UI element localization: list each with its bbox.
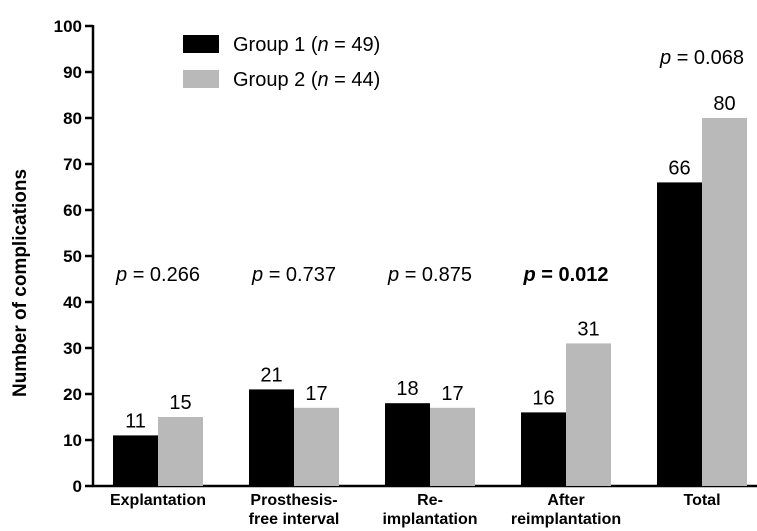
legend-swatch <box>183 35 219 53</box>
legend-label: Group 1 (n = 49) <box>233 34 380 56</box>
y-tick-label: 30 <box>63 339 82 358</box>
data-label: 21 <box>260 364 282 386</box>
bar-1-1 <box>113 435 158 486</box>
category-label: After reimplantation <box>511 492 621 528</box>
bar-2-1 <box>158 417 203 486</box>
p-value-label: p = 0.266 <box>115 264 200 286</box>
data-labels: 11 15 21 17 18 17 16 31 66 80 <box>125 93 736 432</box>
data-label: 18 <box>396 378 418 400</box>
y-tick-label: 70 <box>63 155 82 174</box>
bar-1-3 <box>385 403 430 486</box>
p-value-label: p = 0.012 <box>522 264 608 286</box>
data-label: 11 <box>125 410 146 432</box>
bar-2-2 <box>294 407 339 486</box>
data-label: 17 <box>441 383 463 405</box>
y-tick-label: 80 <box>63 109 82 128</box>
y-tick-label: 40 <box>63 293 82 312</box>
data-label: 31 <box>577 318 599 340</box>
bar-2-3 <box>430 407 475 486</box>
y-tick-label: 50 <box>63 247 82 266</box>
y-tick-label: 0 <box>73 477 82 496</box>
p-value-label: p = 0.875 <box>387 264 472 286</box>
legend-label: Group 2 (n = 44) <box>233 69 380 91</box>
y-tick-label: 20 <box>63 385 82 404</box>
y-tick-label: 90 <box>63 63 82 82</box>
p-value-label: p = 0.737 <box>251 264 336 286</box>
p-value-annotations: p = 0.266 p = 0.737 p = 0.875 p = 0.012 p = … <box>115 47 744 286</box>
data-label: 15 <box>169 392 191 414</box>
data-label: 66 <box>668 157 690 179</box>
legend: Group 1 (n = 49) Group 2 (n = 44) <box>183 34 380 91</box>
x-axis-categories: Explantation Prosthesis-free interval Re-i… <box>110 492 721 528</box>
data-label: 16 <box>532 387 554 409</box>
category-label: Prosthesis-free interval <box>249 492 340 528</box>
bar-1-4 <box>521 412 566 486</box>
category-label: Re-implantation <box>382 492 477 528</box>
bar-1-5 <box>657 182 702 486</box>
bar-1-2 <box>249 389 294 486</box>
legend-swatch <box>183 70 219 88</box>
y-axis-label: Number of complications <box>10 169 31 397</box>
bar-2-5 <box>702 118 747 486</box>
y-tick-label: 100 <box>54 17 82 36</box>
y-tick-label: 10 <box>63 431 82 450</box>
y-tick-label: 60 <box>63 201 82 220</box>
category-label: Explantation <box>110 492 206 509</box>
data-label: 17 <box>305 383 327 405</box>
p-value-label: p = 0.068 <box>659 47 744 69</box>
data-label: 80 <box>713 93 735 115</box>
category-label: Total <box>683 492 720 509</box>
bars <box>113 118 747 486</box>
bar-2-4 <box>566 343 611 486</box>
